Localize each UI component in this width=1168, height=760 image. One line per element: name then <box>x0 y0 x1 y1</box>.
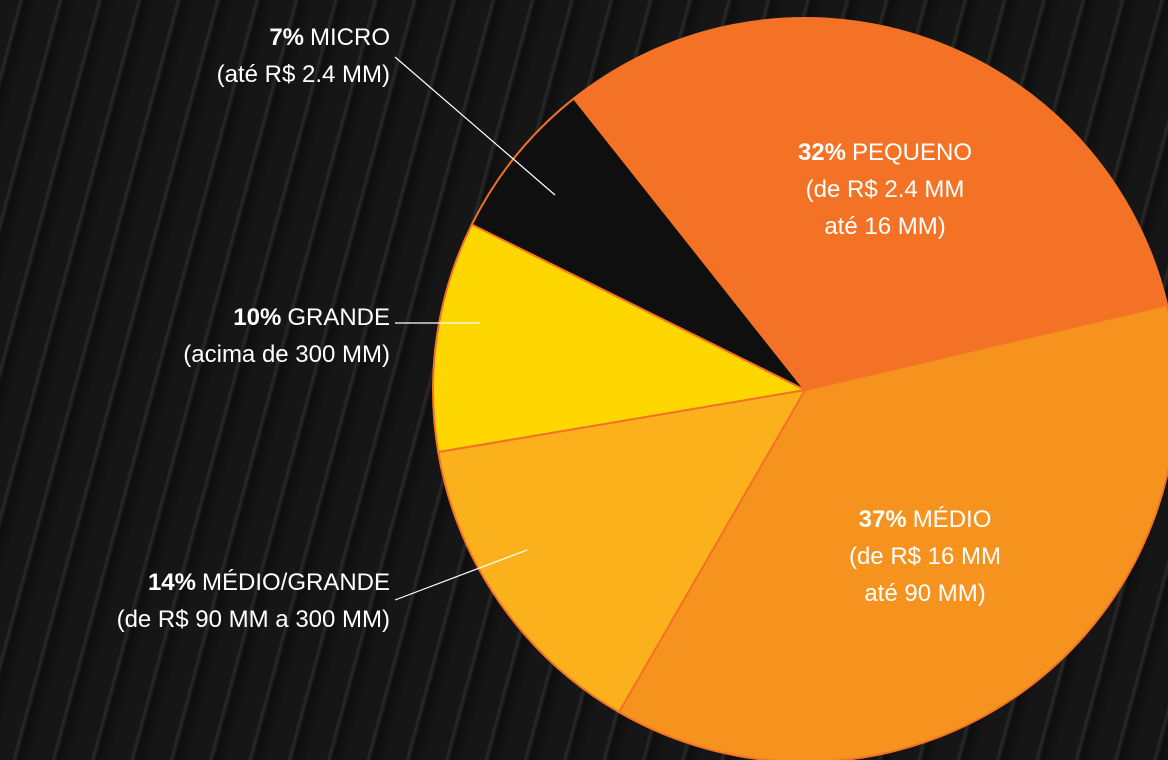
category-label: PEQUENO <box>852 139 972 166</box>
slice-detail: (acima de 300 MM) <box>183 341 390 368</box>
slice-detail: (de R$ 16 MM <box>849 543 1001 570</box>
value-label: 7% <box>269 24 304 51</box>
slice-detail: (de R$ 2.4 MM <box>806 176 965 203</box>
leader-line <box>395 57 555 195</box>
slice-label: 14%MÉDIO/GRANDE <box>148 569 390 596</box>
slice-detail: até 90 MM) <box>864 580 985 607</box>
value-label: 37% <box>859 506 907 533</box>
value-label: 10% <box>233 304 281 331</box>
slice-label: 7%MICRO <box>269 24 390 51</box>
category-label: MÉDIO <box>913 506 992 533</box>
chart: 7%MICRO (até R$ 2.4 MM) 32%PEQUENO (de R$ 2… <box>0 0 1168 760</box>
value-label: 14% <box>148 569 196 596</box>
slice-detail: até 16 MM) <box>824 213 945 240</box>
category-label: GRANDE <box>287 304 390 331</box>
slice-label: 37%MÉDIO <box>859 506 992 533</box>
page: 7%MICRO (até R$ 2.4 MM) 32%PEQUENO (de R$ 2… <box>0 0 1168 760</box>
slice-label: 32%PEQUENO <box>798 139 972 166</box>
value-label: 32% <box>798 139 846 166</box>
slice-label: 10%GRANDE <box>233 304 390 331</box>
slice-detail: (até R$ 2.4 MM) <box>217 61 390 88</box>
category-label: MÉDIO/GRANDE <box>202 569 390 596</box>
slice-detail: (de R$ 90 MM a 300 MM) <box>117 606 390 633</box>
category-label: MICRO <box>310 24 390 51</box>
